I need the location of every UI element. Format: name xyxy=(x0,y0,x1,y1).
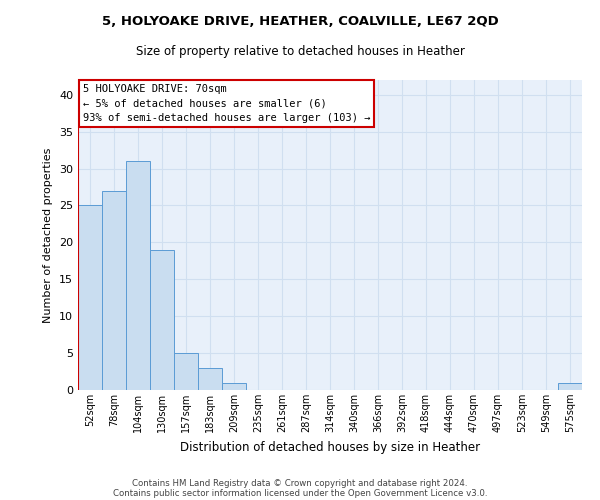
Y-axis label: Number of detached properties: Number of detached properties xyxy=(43,148,53,322)
Bar xyxy=(558,382,582,390)
X-axis label: Distribution of detached houses by size in Heather: Distribution of detached houses by size … xyxy=(180,440,480,454)
Bar xyxy=(126,161,150,390)
Bar xyxy=(102,190,126,390)
Text: Size of property relative to detached houses in Heather: Size of property relative to detached ho… xyxy=(136,45,464,58)
Bar xyxy=(222,382,246,390)
Bar xyxy=(78,206,102,390)
Text: Contains HM Land Registry data © Crown copyright and database right 2024.: Contains HM Land Registry data © Crown c… xyxy=(132,478,468,488)
Text: 5, HOLYOAKE DRIVE, HEATHER, COALVILLE, LE67 2QD: 5, HOLYOAKE DRIVE, HEATHER, COALVILLE, L… xyxy=(101,15,499,28)
Text: 5 HOLYOAKE DRIVE: 70sqm
← 5% of detached houses are smaller (6)
93% of semi-deta: 5 HOLYOAKE DRIVE: 70sqm ← 5% of detached… xyxy=(83,84,370,124)
Bar xyxy=(150,250,174,390)
Bar xyxy=(174,353,198,390)
Bar xyxy=(198,368,222,390)
Text: Contains public sector information licensed under the Open Government Licence v3: Contains public sector information licen… xyxy=(113,488,487,498)
